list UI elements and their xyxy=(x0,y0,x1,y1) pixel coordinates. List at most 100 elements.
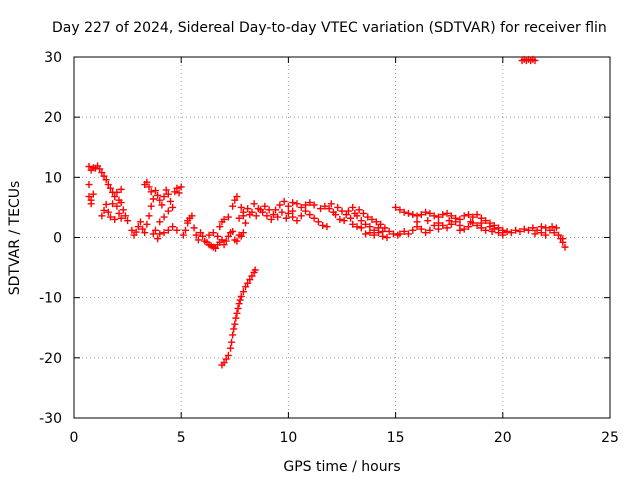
data-point xyxy=(164,190,172,198)
grid xyxy=(74,57,610,418)
data-point xyxy=(233,193,241,201)
y-tick-label: 30 xyxy=(44,50,62,66)
x-axis-label: GPS time / hours xyxy=(283,459,400,475)
data-point xyxy=(109,200,117,208)
data-point xyxy=(173,184,181,192)
data-point xyxy=(460,225,468,233)
data-point xyxy=(106,184,114,192)
data-point xyxy=(117,185,125,193)
data-point xyxy=(409,211,417,219)
data-point xyxy=(154,235,162,243)
data-point xyxy=(257,206,265,214)
data-point xyxy=(503,227,511,235)
data-point xyxy=(334,203,342,211)
data-point xyxy=(160,229,168,237)
data-point xyxy=(452,218,460,226)
data-point xyxy=(234,304,242,312)
data-point xyxy=(251,266,259,274)
data-point xyxy=(531,230,539,238)
data-point xyxy=(237,292,245,300)
data-point xyxy=(250,200,258,208)
x-tick-label: 25 xyxy=(601,430,619,446)
data-point xyxy=(151,187,159,195)
data-point xyxy=(413,218,421,226)
data-point xyxy=(417,225,425,233)
data-point xyxy=(293,200,301,208)
data-point xyxy=(434,213,442,221)
data-point xyxy=(542,231,550,239)
x-tick-label: 0 xyxy=(70,430,79,446)
data-point xyxy=(220,215,228,223)
data-point xyxy=(366,223,374,231)
data-point xyxy=(246,276,254,284)
data-point xyxy=(381,224,389,232)
data-point xyxy=(160,193,168,201)
data-point xyxy=(368,215,376,223)
data-point xyxy=(422,208,430,216)
data-point xyxy=(297,212,305,220)
data-point xyxy=(357,224,365,232)
data-point xyxy=(171,188,179,196)
data-point xyxy=(460,212,468,220)
y-axis-label: SDTVAR / TECUs xyxy=(7,181,23,296)
data-point xyxy=(147,188,155,196)
data-point xyxy=(248,272,256,280)
x-tick-label: 20 xyxy=(494,430,512,446)
data-point xyxy=(145,212,153,220)
data-point xyxy=(216,223,224,231)
data-point xyxy=(537,229,545,237)
data-point xyxy=(396,206,404,214)
data-point xyxy=(224,232,232,240)
data-point xyxy=(284,202,292,210)
data-point xyxy=(404,230,412,238)
data-point xyxy=(265,206,273,214)
data-point xyxy=(439,211,447,219)
data-point xyxy=(349,220,357,228)
data-point xyxy=(302,201,310,209)
data-point xyxy=(104,208,112,216)
data-point xyxy=(293,217,301,225)
data-point xyxy=(529,224,537,232)
data-point xyxy=(332,211,340,219)
data-point xyxy=(520,225,528,233)
data-point xyxy=(205,231,213,239)
data-point xyxy=(456,226,464,234)
data-point xyxy=(194,236,202,244)
data-point xyxy=(132,228,140,236)
data-point xyxy=(282,214,290,222)
data-point xyxy=(404,209,412,217)
data-point xyxy=(113,188,121,196)
data-point xyxy=(409,226,417,234)
data-point xyxy=(239,229,247,237)
data-point xyxy=(561,243,569,251)
data-point xyxy=(190,224,198,232)
data-point xyxy=(235,300,243,308)
data-point xyxy=(192,231,200,239)
data-point xyxy=(342,211,350,219)
data-point xyxy=(467,218,475,226)
data-point xyxy=(111,215,119,223)
data-point xyxy=(439,221,447,229)
data-point xyxy=(248,208,256,216)
data-point xyxy=(445,217,453,225)
data-point xyxy=(233,309,241,317)
data-point xyxy=(278,208,286,216)
data-point xyxy=(499,229,507,237)
data-point xyxy=(179,231,187,239)
data-point xyxy=(272,206,280,214)
data-points xyxy=(85,55,569,369)
y-tick-label: 10 xyxy=(44,170,62,186)
data-point xyxy=(319,221,327,229)
data-point xyxy=(196,229,204,237)
data-point xyxy=(417,211,425,219)
data-point xyxy=(124,217,132,225)
data-point xyxy=(100,172,108,180)
data-point xyxy=(507,229,515,237)
data-point xyxy=(156,218,164,226)
x-tick-label: 10 xyxy=(279,430,297,446)
data-point xyxy=(261,202,269,210)
data-point xyxy=(297,203,305,211)
data-point xyxy=(443,224,451,232)
data-point xyxy=(289,213,297,221)
